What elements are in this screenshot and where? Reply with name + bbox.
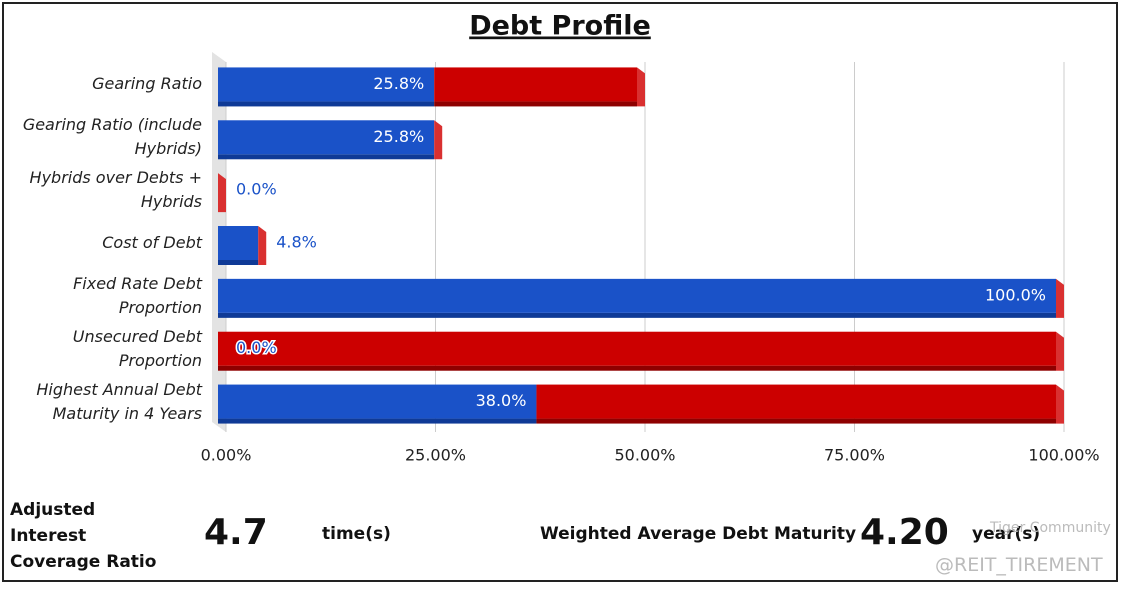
y-tick-label: Gearing Ratio: [92, 74, 202, 94]
x-tick-label: 0.00%: [201, 446, 252, 465]
y-tick-label: Cost of Debt: [102, 233, 202, 252]
bar-face: [434, 67, 637, 102]
bar-face: [218, 418, 537, 424]
bar-face: [218, 312, 1056, 318]
bar-face: [218, 331, 1056, 366]
bar-face: [218, 384, 537, 419]
x-tick-label: 50.00%: [614, 446, 675, 465]
bar-side: [1056, 278, 1064, 318]
bar-face: [218, 278, 1056, 313]
bar: [218, 67, 435, 107]
bar-side: [637, 67, 645, 107]
value-label: 0.0%: [236, 180, 277, 199]
x-tick-label: 100.00%: [1028, 446, 1099, 465]
y-tick-label: Highest Annual Debt Maturity in 4 Years: [36, 379, 202, 423]
bar-side: [1056, 331, 1064, 371]
metric-value: 4.7: [204, 512, 268, 553]
frame: [2, 2, 1118, 582]
y-tick-label: Fixed Rate Debt Proportion: [73, 273, 202, 317]
watermark: Tiger Community: [990, 520, 1111, 536]
bar-face: [218, 101, 435, 107]
bar-face: [218, 120, 435, 155]
bar-face: [218, 154, 435, 160]
bar: [536, 384, 1056, 424]
value-label: 4.8%: [276, 233, 317, 252]
value-label: 25.8%: [373, 74, 424, 93]
bar-face: [218, 226, 259, 260]
bar: [218, 278, 1056, 318]
bar: [434, 67, 637, 107]
value-label: 25.8%: [373, 127, 424, 146]
metric-label: Weighted Average Debt Maturity: [540, 524, 857, 544]
value-label: 100.0%: [985, 285, 1046, 304]
value-label: 0.0%: [236, 338, 277, 357]
bar-side: [1056, 384, 1064, 424]
bar: [218, 331, 1056, 371]
y-tick-label: Unsecured Debt Proportion: [72, 326, 202, 370]
chart-title: Debt Profile: [469, 11, 651, 42]
bar-face: [218, 260, 259, 265]
metric-value: 4.20: [860, 512, 949, 553]
bar: [218, 384, 537, 424]
bar-face: [218, 365, 1056, 371]
metric-unit: time(s): [322, 524, 391, 544]
metric-unit: year(s): [972, 524, 1041, 544]
bar-face: [434, 101, 637, 107]
y-tick-label: Gearing Ratio (include Hybrids): [22, 115, 202, 159]
x-tick-label: 75.00%: [824, 446, 885, 465]
bar: [218, 226, 259, 265]
bar-side: [434, 120, 443, 160]
bar-face: [218, 67, 435, 102]
bar-face: [536, 418, 1056, 424]
y-tick-label: Hybrids over Debts + Hybrids: [29, 168, 202, 212]
watermark: @REIT_TIREMENT: [935, 554, 1103, 576]
bar-side: [218, 173, 226, 213]
bar-face: [536, 384, 1056, 419]
value-label: 38.0%: [476, 391, 527, 410]
bar-side: [258, 226, 267, 265]
x-tick-label: 25.00%: [405, 446, 466, 465]
bar: [218, 120, 435, 160]
metric-label: Adjusted Interest Coverage Ratio: [10, 500, 157, 572]
